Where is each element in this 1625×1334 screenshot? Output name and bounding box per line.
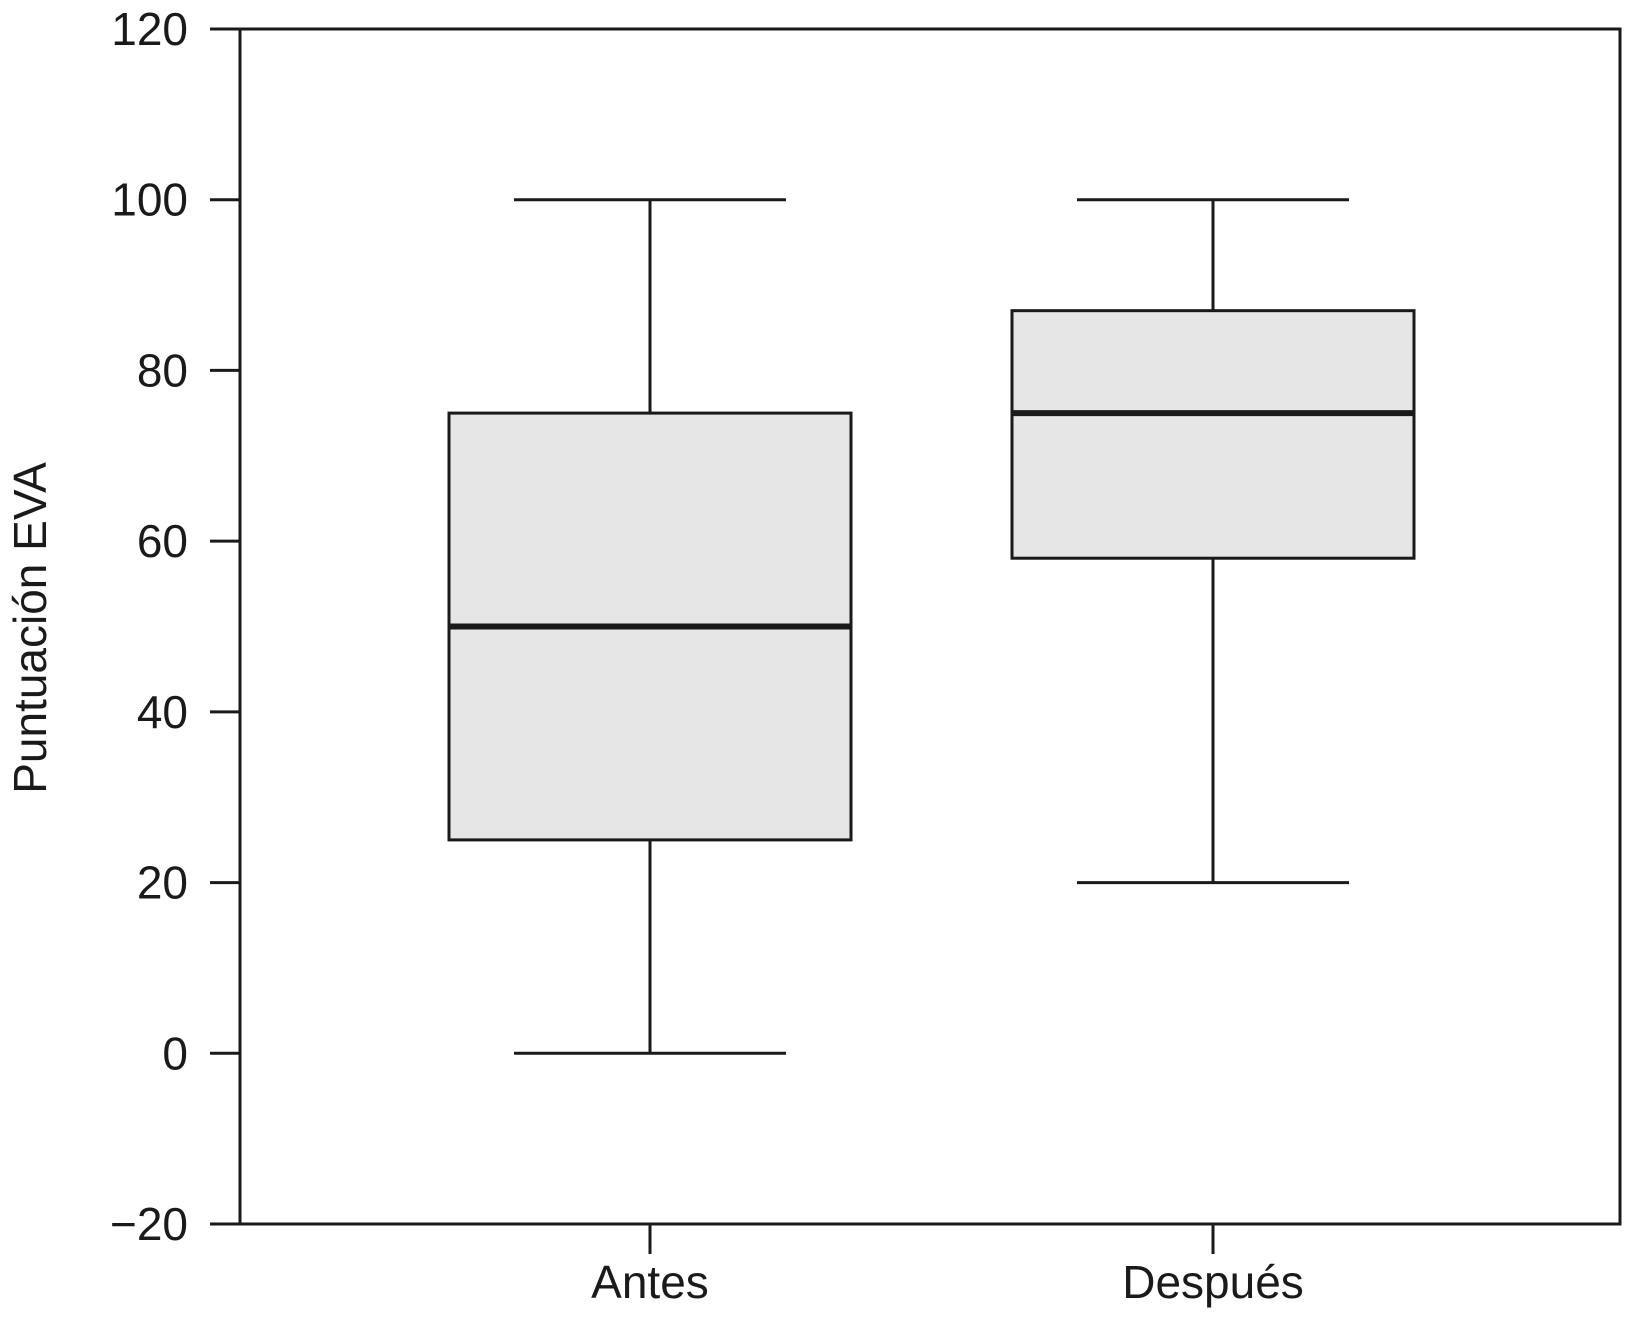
y-axis: −20 0 20 40 60 80 100 120 [110, 3, 240, 1250]
y-tick-label: 120 [111, 3, 188, 55]
box-iqr [1010, 309, 1416, 560]
y-tick-label: 0 [162, 1027, 188, 1079]
x-tick-label: Antes [591, 1256, 709, 1308]
y-tick-label: 40 [137, 686, 188, 738]
x-axis: Antes Después [591, 1224, 1304, 1308]
y-axis-label: Puntuación EVA [4, 462, 56, 794]
y-tick-label: 80 [137, 344, 188, 396]
y-tick-label: −20 [110, 1198, 188, 1250]
x-tick-label: Después [1122, 1256, 1304, 1308]
y-tick-label: 20 [137, 857, 188, 909]
boxes [447, 198, 1416, 1055]
y-tick-label: 100 [111, 174, 188, 226]
plot-frame [238, 27, 1622, 1226]
y-tick-label: 60 [137, 515, 188, 567]
